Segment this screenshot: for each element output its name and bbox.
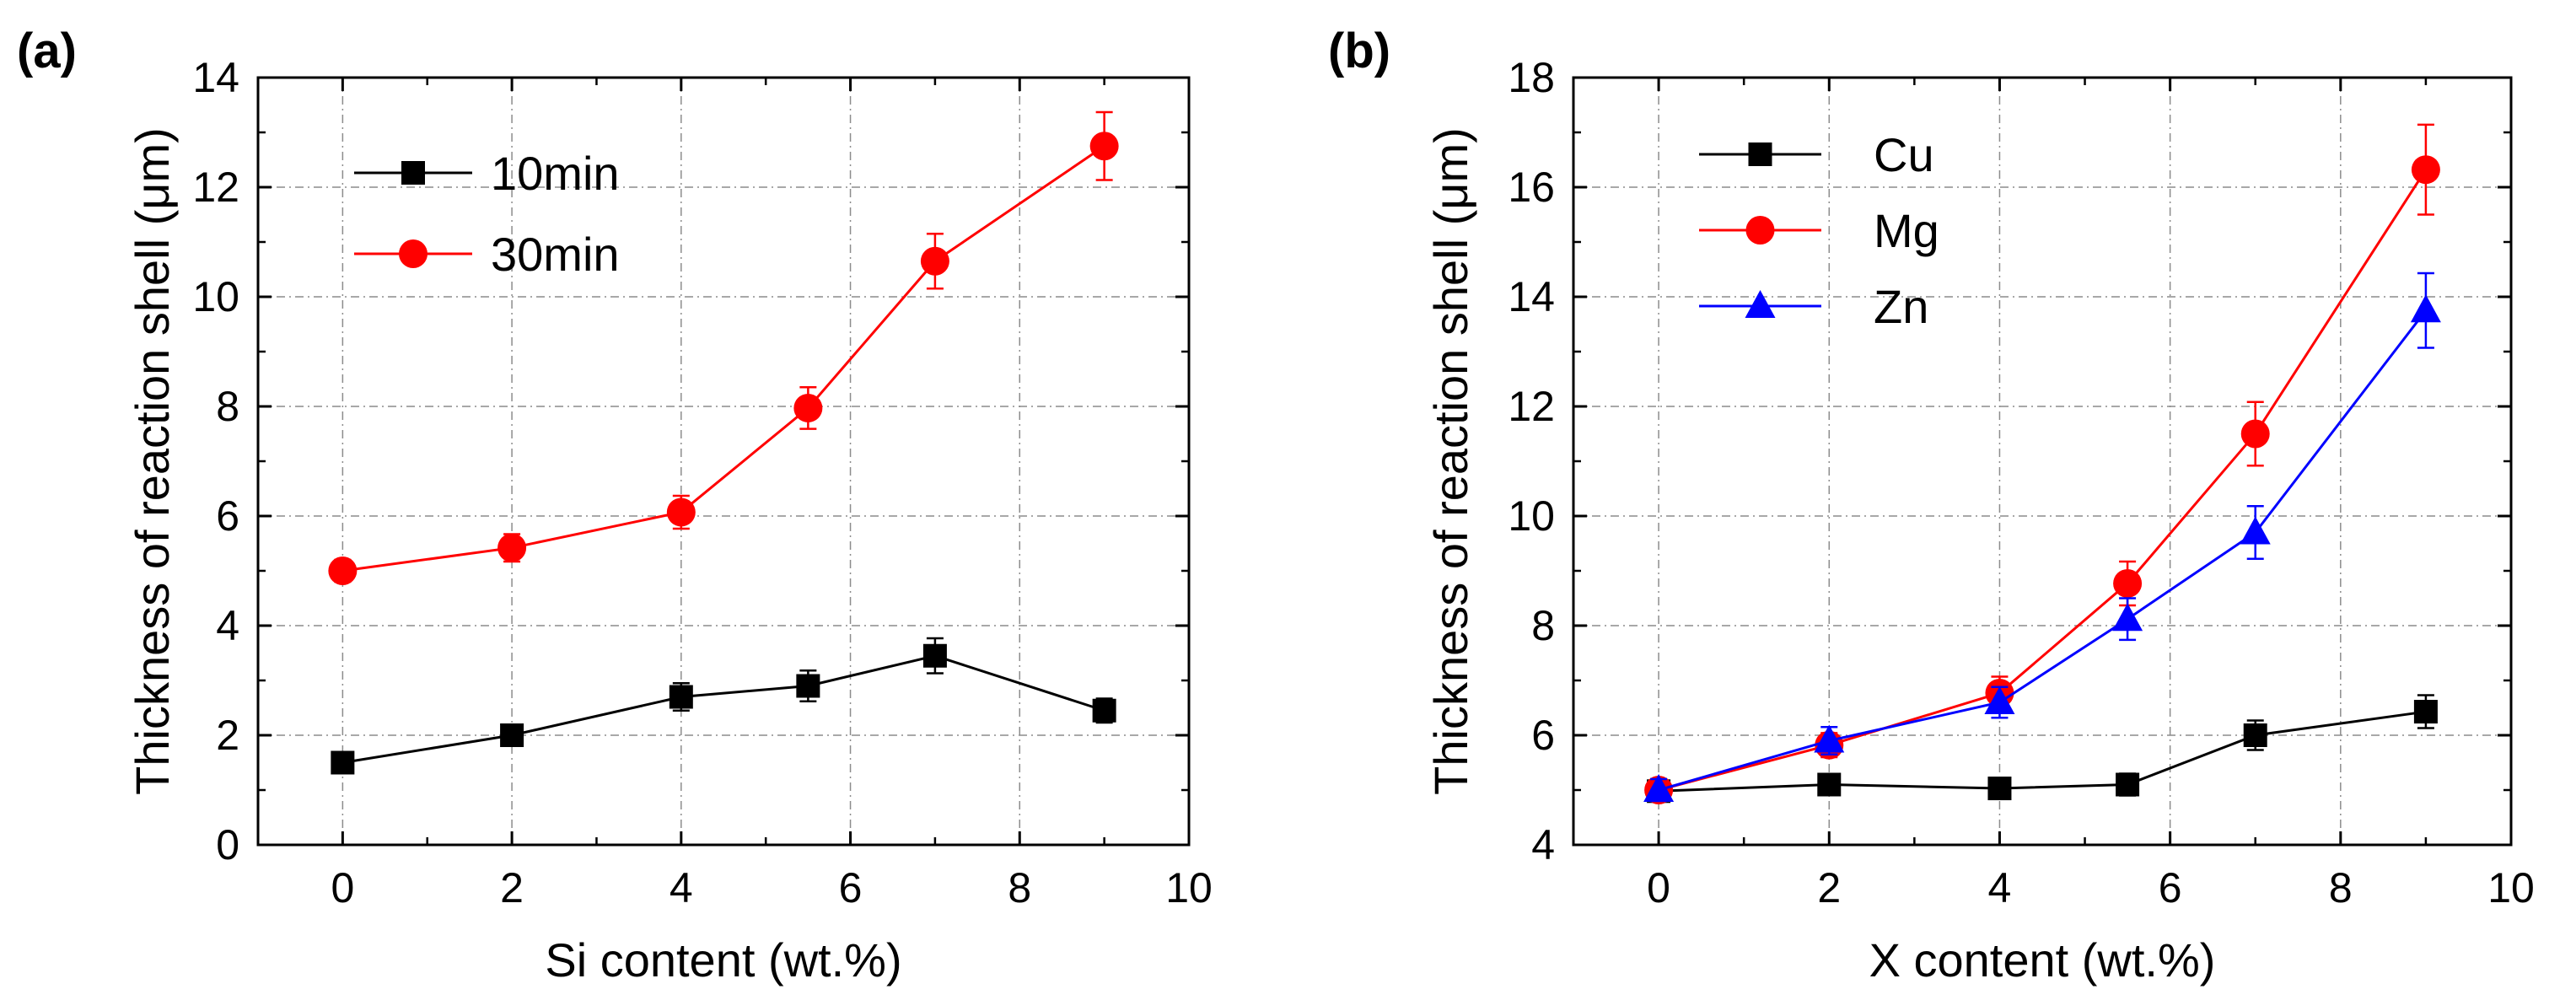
data-point <box>1092 698 1116 723</box>
legend-label: Zn <box>1874 280 1928 333</box>
legend-label: 30min <box>491 228 620 281</box>
series-10min <box>331 637 1116 775</box>
y-tick-label: 6 <box>1531 712 1555 759</box>
data-point <box>2240 419 2270 449</box>
y-axis-title: Thickness of reaction shell (μm) <box>126 127 179 795</box>
legend-entry-30min: 30min <box>354 228 620 281</box>
data-point <box>2240 516 2271 545</box>
plot-frame <box>256 76 1191 847</box>
legend-marker <box>1748 142 1772 166</box>
data-point <box>2243 723 2267 747</box>
x-tick-label: 6 <box>839 864 863 911</box>
y-tick-label: 6 <box>216 492 239 540</box>
data-point <box>669 685 693 709</box>
data-point <box>2413 700 2438 724</box>
y-tick-label: 12 <box>192 164 239 211</box>
data-point <box>1817 772 1842 797</box>
y-tick-label: 10 <box>1508 492 1555 540</box>
data-point <box>2112 603 2143 632</box>
x-tick-label: 10 <box>2487 864 2535 911</box>
y-tick-label: 14 <box>1508 273 1555 320</box>
panel-label: (b) <box>1328 24 1390 78</box>
series-line <box>1658 169 2428 792</box>
series-30min <box>328 110 1119 585</box>
y-tick-label: 4 <box>216 602 239 649</box>
legend-entry-Mg: Mg <box>1699 204 1939 257</box>
data-point <box>1984 686 2015 714</box>
data-point <box>2411 155 2440 185</box>
series-Cu <box>1647 694 2438 804</box>
data-point <box>500 723 524 747</box>
data-point <box>2116 772 2140 797</box>
x-tick-label: 0 <box>331 864 354 911</box>
data-point <box>922 643 947 668</box>
y-tick-label: 16 <box>1508 164 1555 211</box>
legend-entry-Cu: Cu <box>1699 128 1934 181</box>
series-line <box>1659 710 2427 793</box>
y-tick-label: 2 <box>216 712 239 759</box>
panel-a-chart: 0 2 4 6 8 10 12 14 0 2 4 6 8 10 Si content (wt.%) Thick… <box>17 24 1213 987</box>
data-point <box>920 246 949 276</box>
series-Zn <box>1643 272 2441 803</box>
x-tick-label: 2 <box>1817 864 1841 911</box>
series-line <box>342 654 1105 764</box>
data-point <box>328 556 358 585</box>
y-tick-label: 4 <box>1531 821 1555 868</box>
y-tick-label: 8 <box>216 383 239 430</box>
data-point <box>1987 777 2012 801</box>
data-point <box>1814 724 1845 753</box>
y-tick-label: 18 <box>1508 54 1555 101</box>
data-point <box>793 393 823 422</box>
x-tick-label: 8 <box>2329 864 2353 911</box>
x-tick-label: 2 <box>500 864 524 911</box>
legend-marker <box>401 161 425 185</box>
series-line <box>1658 309 2428 792</box>
legend-marker <box>1745 216 1775 245</box>
y-tick-label: 8 <box>1531 602 1555 649</box>
data-point <box>1089 132 1119 161</box>
x-tick-label: 0 <box>1647 864 1670 911</box>
legend-marker <box>1745 290 1776 318</box>
data-point <box>497 533 527 562</box>
x-axis-title: X content (wt.%) <box>1869 933 2216 987</box>
data-point <box>2410 294 2441 323</box>
data-point <box>331 750 355 775</box>
data-point <box>1643 774 1675 802</box>
series-line <box>342 145 1105 573</box>
x-axis-title: Si content (wt.%) <box>545 933 901 987</box>
legend-marker <box>399 239 428 268</box>
x-tick-label: 10 <box>1165 864 1213 911</box>
panel-b-chart: 4 6 8 10 12 14 16 18 0 2 4 6 8 10 X content (wt.%) Thic… <box>1328 24 2535 987</box>
data-point <box>796 674 820 698</box>
y-tick-label: 0 <box>216 821 239 868</box>
legend-label: Mg <box>1874 204 1939 257</box>
legend-entry-Zn: Zn <box>1699 280 1928 333</box>
x-tick-label: 6 <box>2159 864 2182 911</box>
x-tick-label: 4 <box>670 864 693 911</box>
y-tick-label: 10 <box>192 273 239 320</box>
legend-label: Cu <box>1874 128 1934 181</box>
y-tick-label: 12 <box>1508 383 1555 430</box>
legend-entry-10min: 10min <box>354 147 620 200</box>
plot-frame <box>1572 76 2513 847</box>
x-tick-label: 4 <box>1988 864 2012 911</box>
legend-label: 10min <box>491 147 620 200</box>
x-tick-label: 8 <box>1008 864 1031 911</box>
y-axis-title: Thickness of reaction shell (μm) <box>1424 127 1477 795</box>
data-point <box>2113 568 2143 598</box>
panel-label: (a) <box>17 24 77 78</box>
y-tick-label: 14 <box>192 54 239 101</box>
data-point <box>666 497 696 527</box>
